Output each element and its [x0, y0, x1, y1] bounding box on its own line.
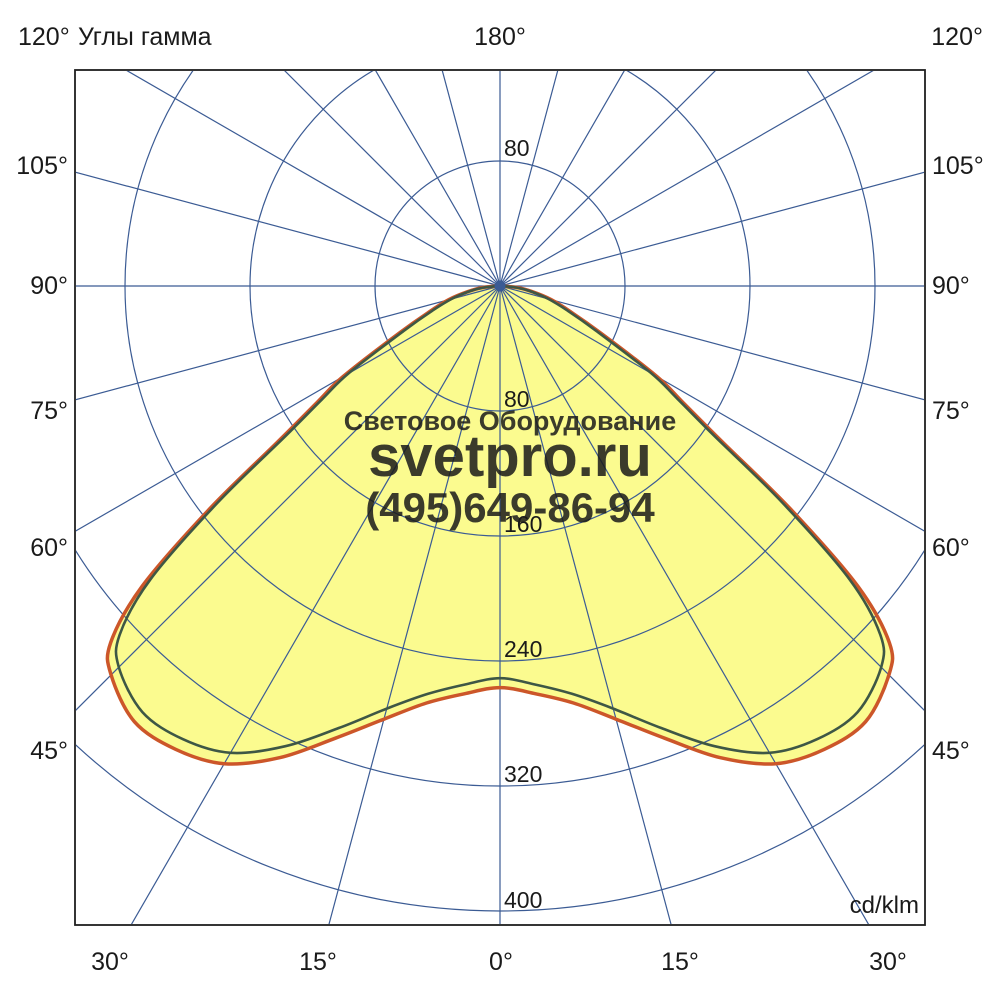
intensity-curve-dark [114, 284, 886, 755]
grid-ray-240 [126, 71, 501, 287]
watermark-line1: Световое Оборудование [344, 406, 676, 436]
left-angle-label-1: 90° [30, 272, 68, 300]
grid-ray-150 [499, 71, 625, 287]
ring-value-label-3: 240 [504, 636, 542, 662]
grid-ray-165 [499, 71, 559, 287]
right-angle-label-4: 45° [932, 737, 970, 765]
top-angle-label-2: 120° [931, 23, 983, 51]
top-angle-labels: 120° 180° 120° [18, 23, 983, 51]
grid-ray-300 [76, 285, 501, 532]
grid-ray-45 [499, 285, 924, 711]
right-angle-label-0: 105° [932, 152, 984, 180]
grid-ray-285 [76, 285, 501, 401]
watermark-line2: svetpro.ru [368, 424, 652, 489]
ring-value-label-5: 400 [504, 887, 542, 913]
grid-ray-225 [284, 71, 501, 287]
grid-ray-135 [499, 71, 716, 287]
top-angle-label-1: 180° [474, 23, 526, 51]
grid-ray-345 [328, 285, 501, 924]
bottom-angle-label-3: 15° [661, 948, 699, 976]
grid-ray-210 [375, 71, 501, 287]
bottom-angle-label-1: 15° [299, 948, 337, 976]
left-angle-label-2: 75° [30, 397, 68, 425]
bottom-angle-label-2: 0° [489, 948, 513, 976]
chart-title: Углы гамма [78, 23, 212, 51]
left-angle-label-0: 105° [16, 152, 68, 180]
grid-ray-195 [441, 71, 501, 287]
top-angle-label-0: 120° [18, 23, 70, 51]
intensity-ring-labels: 80 80 160 240 320 400 [504, 135, 542, 913]
grid-ray-15 [499, 285, 672, 924]
watermark: Световое Оборудованиеsvetpro.ru(495)649-… [344, 406, 676, 531]
right-angle-label-3: 60° [932, 534, 970, 562]
ring-value-label-4: 320 [504, 761, 542, 787]
grid-ray-75 [499, 285, 924, 401]
left-angle-label-4: 45° [30, 737, 68, 765]
bottom-angle-label-4: 30° [869, 948, 907, 976]
ring-value-label-0: 80 [504, 135, 530, 161]
grid-ray-30 [499, 285, 870, 924]
grid-ray-60 [499, 285, 924, 532]
ring-value-label-1: 80 [504, 386, 530, 412]
grid-ray-315 [76, 285, 501, 711]
watermark-line3: (495)649-86-94 [365, 484, 655, 531]
grid-ray-255 [76, 171, 501, 287]
pole-point [494, 280, 506, 292]
bottom-angle-label-0: 30° [91, 948, 129, 976]
right-angle-label-1: 90° [932, 272, 970, 300]
grid-ray-105 [499, 171, 924, 287]
right-angle-label-2: 75° [932, 397, 970, 425]
ring-value-label-2: 160 [504, 511, 542, 537]
unit-label: cd/klm [850, 892, 919, 919]
grid-ray-120 [499, 71, 874, 287]
left-angle-label-3: 60° [30, 534, 68, 562]
gamma-angle-labels: 105° 90° 75° 60° 45° 105° 90° 75° 60° 45° 30° 15° 0°… [16, 152, 983, 976]
grid-ray-330 [130, 285, 501, 924]
intensity-curve-red [105, 284, 895, 766]
